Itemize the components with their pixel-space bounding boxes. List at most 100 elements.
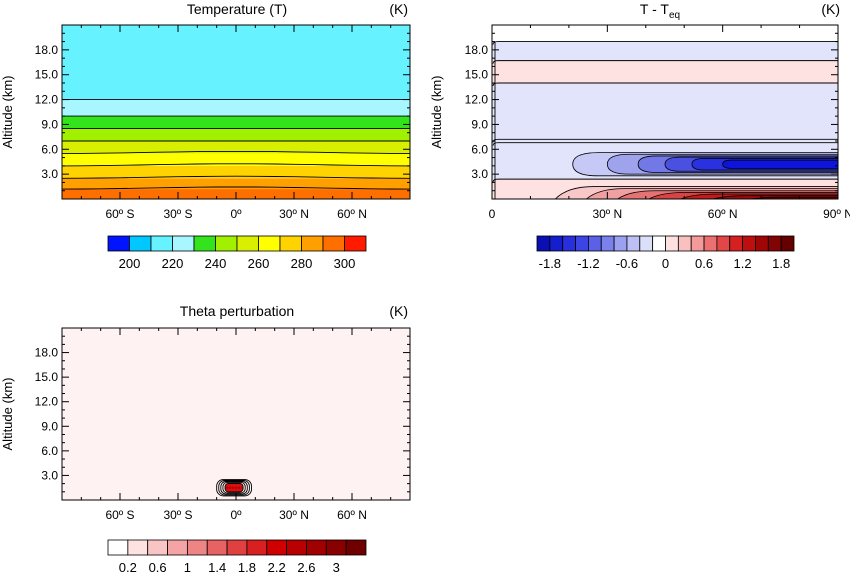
t-teq-xtick-label: 60º N bbox=[708, 207, 738, 221]
theta-ytick-label: 3.0 bbox=[41, 468, 58, 482]
t-teq-colorbar-swatch bbox=[665, 235, 679, 252]
temperature-band bbox=[62, 128, 410, 141]
theta-field bbox=[62, 328, 410, 500]
temperature-colorbar-swatch bbox=[236, 235, 259, 252]
t-teq-colorbar-swatch bbox=[742, 235, 756, 252]
t-teq-colorbar-swatch bbox=[613, 235, 628, 252]
temperature-ticks: 60º S 30º S 0º 30º N 60º N 3.0 6.0 9.0 12.0 15.0 1… bbox=[35, 24, 411, 221]
temperature-ytick-label: 15.0 bbox=[35, 68, 59, 82]
t-teq-colorbar-label: -0.6 bbox=[616, 256, 638, 271]
temperature-colorbar-label: 280 bbox=[291, 256, 313, 271]
theta-colorbar-label: 3 bbox=[333, 560, 340, 572]
temperature-colorbar-label: 260 bbox=[248, 256, 270, 271]
theta-background bbox=[62, 328, 410, 500]
theta-colorbar: 0.2 0.6 1 1.4 1.8 2.2 2.6 3 bbox=[107, 539, 367, 572]
t-teq-title-main: T - T bbox=[640, 1, 669, 17]
t-teq-colorbar-swatch bbox=[755, 235, 769, 252]
temperature-band bbox=[62, 165, 410, 179]
temperature-band bbox=[62, 141, 410, 154]
theta-colorbar-swatch bbox=[246, 539, 268, 556]
temperature-band bbox=[62, 178, 410, 190]
temperature-colorbar-label: 240 bbox=[205, 256, 227, 271]
theta-colorbar-label: 1.4 bbox=[208, 560, 226, 572]
temperature-xtick-label: 30º N bbox=[279, 207, 309, 221]
t-teq-colorbar-swatch bbox=[729, 235, 744, 252]
theta-colorbar-swatch bbox=[286, 539, 307, 556]
temperature-colorbar-swatch bbox=[107, 235, 130, 252]
theta-colorbar-swatch bbox=[306, 539, 327, 556]
temperature-xtick-label: 0º bbox=[230, 207, 242, 221]
theta-units: (K) bbox=[389, 303, 408, 319]
theta-colorbar-swatch bbox=[345, 539, 367, 556]
t-teq-colorbar-swatch bbox=[677, 235, 692, 252]
t-teq-ytick-label: 6.0 bbox=[471, 142, 488, 156]
t-teq-colorbar-swatch bbox=[562, 235, 576, 252]
temperature-colorbar-swatch bbox=[279, 235, 302, 252]
theta-bubble-contour bbox=[220, 481, 248, 495]
temperature-band bbox=[62, 116, 410, 129]
temperature-title: Temperature (T) bbox=[187, 1, 287, 17]
temperature-xtick-label: 30º S bbox=[163, 207, 192, 221]
temperature-ytick-label: 12.0 bbox=[35, 93, 59, 107]
temperature-contour bbox=[61, 163, 411, 167]
t-teq-colorbar-swatch bbox=[652, 235, 666, 252]
t-teq-colorbar-label: 0 bbox=[662, 256, 669, 271]
theta-ticks: 60º S 30º S 0º 30º N 60º N 3.0 6.0 9.0 12.0 15.0 1… bbox=[35, 327, 411, 522]
temperature-colorbar-label: 220 bbox=[162, 256, 184, 271]
temperature-contours bbox=[61, 99, 411, 190]
theta-title: Theta perturbation bbox=[180, 303, 294, 319]
t-teq-ytick-label: 18.0 bbox=[465, 43, 489, 57]
temperature-xtick-label: 60º N bbox=[337, 207, 367, 221]
theta-xtick-label: 60º S bbox=[105, 508, 134, 522]
t-teq-title: T - Teq bbox=[640, 1, 680, 21]
temperature-band bbox=[62, 25, 410, 100]
temperature-colorbar-swatch bbox=[322, 235, 345, 252]
temperature-band bbox=[62, 153, 410, 166]
theta-bubble-contour bbox=[222, 482, 246, 494]
t-teq-band bbox=[492, 41, 838, 61]
theta-ytick-label: 12.0 bbox=[35, 395, 59, 409]
t-teq-colorbar-label: -1.8 bbox=[539, 256, 561, 271]
theta-xtick-label: 30º N bbox=[279, 508, 309, 522]
theta-colorbar-label: 0.2 bbox=[119, 560, 137, 572]
temperature-xtick-label: 60º S bbox=[105, 207, 134, 221]
temperature-ytick-label: 3.0 bbox=[41, 167, 58, 181]
t-teq-colorbar-swatch bbox=[767, 235, 782, 252]
temperature-ytick-label: 6.0 bbox=[41, 142, 58, 156]
theta-colorbar-swatch bbox=[226, 539, 248, 556]
theta-ytick-label: 18.0 bbox=[35, 346, 59, 360]
t-teq-ytick-label: 9.0 bbox=[471, 117, 488, 131]
temperature-colorbar-swatch bbox=[215, 235, 238, 252]
temperature-band bbox=[62, 99, 410, 117]
t-teq-band bbox=[492, 60, 838, 83]
t-teq-cold-level bbox=[722, 159, 838, 169]
temperature-colorbar-label: 200 bbox=[119, 256, 141, 271]
temperature-ytick-label: 9.0 bbox=[41, 117, 58, 131]
t-teq-colorbar-label: 1.8 bbox=[772, 256, 790, 271]
temperature-contour bbox=[61, 175, 411, 179]
theta-colorbar-label: 2.6 bbox=[297, 560, 315, 572]
t-teq-colorbar-swatch bbox=[549, 235, 564, 252]
temperature-colorbar-swatch bbox=[150, 235, 173, 252]
theta-colorbar-swatch bbox=[186, 539, 208, 556]
t-teq-plot-frame bbox=[491, 24, 839, 200]
t-teq-ytick-label: 12.0 bbox=[465, 93, 489, 107]
t-teq-colorbar-swatch bbox=[703, 235, 718, 252]
theta-xtick-label: 30º S bbox=[163, 508, 192, 522]
temperature-colorbar-swatch bbox=[172, 235, 195, 252]
t-teq-band bbox=[492, 25, 838, 42]
theta-colorbar-swatch bbox=[167, 539, 188, 556]
t-teq-colorbar-swatch bbox=[690, 235, 705, 252]
temperature-panel: Temperature (T) (K) 60º S 30º S 0º 30º N 60º… bbox=[0, 1, 411, 271]
theta-ytick-label: 15.0 bbox=[35, 370, 59, 384]
temperature-colorbar-swatch bbox=[129, 235, 152, 252]
theta-ytick-label: 6.0 bbox=[41, 444, 58, 458]
t-minus-teq-panel: T - Teq (K) 0 30º N 60º N 90º N 3.0 6.0 9.0 12.… bbox=[429, 1, 850, 271]
theta-xtick-label: 0º bbox=[230, 508, 242, 522]
temperature-colorbar: 200 220 240 260 280 300 bbox=[107, 235, 367, 271]
theta-bubble-contour bbox=[216, 479, 252, 497]
theta-xtick-label: 60º N bbox=[337, 508, 367, 522]
theta-bubble-contour bbox=[218, 480, 250, 496]
t-teq-colorbar: -1.8 -1.2 -0.6 0 0.6 1.2 1.8 bbox=[536, 235, 795, 271]
